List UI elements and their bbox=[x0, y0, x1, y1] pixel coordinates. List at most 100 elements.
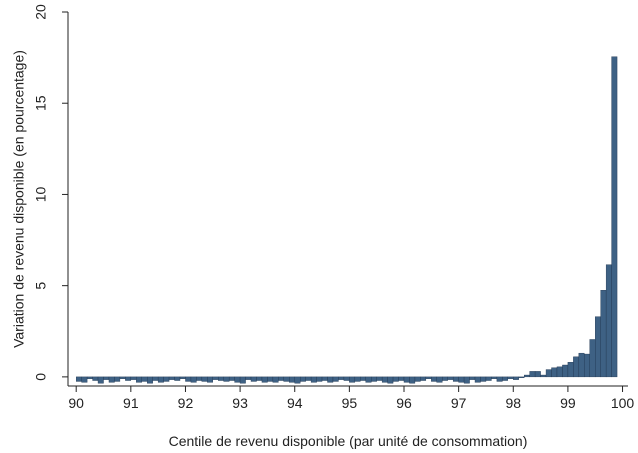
bar bbox=[452, 376, 459, 382]
bar bbox=[371, 376, 377, 382]
bar bbox=[524, 374, 530, 378]
y-axis-title: Variation de revenu disponible (en pourc… bbox=[11, 50, 27, 348]
bar bbox=[108, 376, 115, 383]
bar bbox=[376, 376, 383, 381]
bar bbox=[360, 376, 366, 381]
bar bbox=[103, 376, 110, 380]
bar bbox=[114, 376, 121, 382]
bar bbox=[584, 353, 590, 378]
bar bbox=[157, 376, 164, 383]
bar bbox=[567, 362, 574, 378]
bar bbox=[201, 376, 208, 382]
bar bbox=[174, 376, 181, 381]
bar bbox=[485, 376, 492, 381]
bar bbox=[442, 376, 448, 381]
bar bbox=[294, 376, 301, 384]
bar bbox=[600, 290, 607, 378]
bar bbox=[551, 367, 558, 378]
bar bbox=[507, 376, 514, 379]
y-tick-label: 15 bbox=[33, 95, 49, 111]
y-tick-label: 0 bbox=[33, 373, 49, 381]
bar bbox=[321, 376, 328, 381]
bar bbox=[223, 376, 230, 382]
bar bbox=[425, 376, 432, 379]
x-tick-label: 98 bbox=[505, 395, 521, 411]
bar bbox=[463, 376, 470, 384]
bar bbox=[75, 376, 82, 382]
x-axis-title: Centile de revenu disponible (par unité … bbox=[169, 433, 528, 449]
x-tick-label: 100 bbox=[611, 395, 635, 411]
bar bbox=[256, 376, 263, 381]
bar bbox=[250, 376, 257, 382]
bar bbox=[234, 376, 241, 383]
bar bbox=[327, 376, 334, 383]
bar bbox=[349, 376, 356, 383]
bar bbox=[502, 376, 508, 381]
bars-group bbox=[75, 56, 618, 384]
bar bbox=[245, 376, 252, 380]
bar bbox=[474, 376, 481, 383]
bar bbox=[496, 376, 503, 382]
bar bbox=[343, 376, 350, 381]
y-tick-label: 5 bbox=[33, 282, 49, 290]
bar bbox=[289, 376, 295, 383]
bar bbox=[540, 374, 547, 378]
bar bbox=[513, 376, 519, 380]
bar bbox=[168, 376, 175, 380]
bar bbox=[387, 376, 394, 384]
bar bbox=[136, 376, 142, 383]
bar bbox=[212, 376, 219, 380]
bar bbox=[147, 376, 153, 384]
x-tick-label: 92 bbox=[178, 395, 194, 411]
bar bbox=[420, 376, 427, 381]
bar bbox=[196, 376, 203, 381]
bar bbox=[595, 316, 601, 378]
bar bbox=[458, 376, 465, 383]
x-tick-label: 99 bbox=[560, 395, 576, 411]
bar bbox=[381, 376, 388, 383]
bar bbox=[228, 376, 235, 381]
bar bbox=[529, 371, 536, 378]
bar bbox=[491, 376, 498, 379]
bar bbox=[354, 376, 361, 382]
x-axis-ticks: 90 91 92 93 94 95 96 97 98 99 100 bbox=[68, 386, 634, 411]
bar bbox=[283, 376, 290, 382]
x-tick-label: 96 bbox=[396, 395, 412, 411]
x-tick-label: 95 bbox=[342, 395, 358, 411]
x-tick-label: 97 bbox=[451, 395, 467, 411]
bar bbox=[218, 376, 224, 381]
bar bbox=[92, 376, 99, 381]
bar bbox=[185, 376, 192, 382]
bar bbox=[125, 376, 132, 381]
bar bbox=[97, 376, 104, 384]
x-tick-label: 90 bbox=[68, 395, 84, 411]
bar bbox=[179, 376, 186, 379]
bar bbox=[545, 369, 552, 378]
bar bbox=[86, 376, 93, 379]
bar bbox=[130, 376, 137, 380]
bar bbox=[365, 376, 372, 383]
bar bbox=[141, 376, 148, 382]
bar bbox=[414, 376, 421, 382]
bar bbox=[300, 376, 306, 382]
bar bbox=[556, 366, 563, 378]
bar bbox=[310, 376, 317, 383]
bar bbox=[163, 376, 170, 382]
bar bbox=[469, 376, 476, 380]
bar bbox=[403, 376, 410, 383]
bar bbox=[152, 376, 159, 381]
bar bbox=[81, 376, 88, 383]
bar bbox=[207, 376, 213, 383]
bar bbox=[398, 376, 405, 381]
bar bbox=[261, 376, 268, 383]
bar bbox=[119, 376, 126, 379]
bar bbox=[518, 376, 525, 378]
bar bbox=[316, 376, 323, 382]
y-axis-ticks: 0 5 10 15 20 bbox=[33, 4, 68, 381]
bar bbox=[605, 264, 612, 378]
x-tick-label: 91 bbox=[123, 395, 139, 411]
bar bbox=[278, 376, 284, 381]
bar bbox=[431, 376, 437, 382]
